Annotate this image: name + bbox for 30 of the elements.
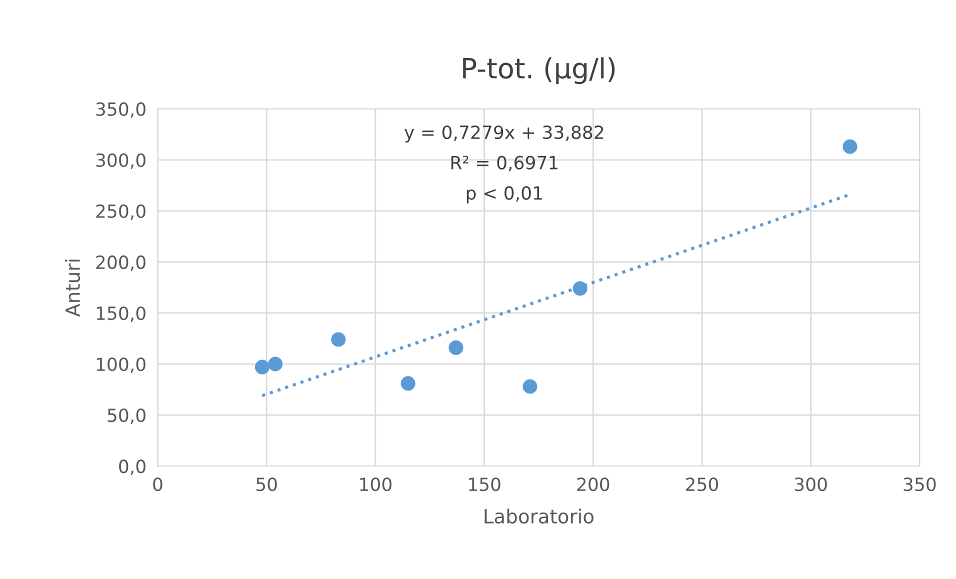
point	[448, 340, 464, 355]
y-tick-label: 300,0	[96, 153, 146, 169]
y-tick-label: 200,0	[96, 255, 146, 271]
annotation: y = 0,7279x + 33,882	[404, 125, 604, 143]
x-tick-label: 100	[360, 478, 392, 492]
point	[400, 376, 416, 391]
y-tick-label: 100,0	[96, 357, 146, 373]
x-tick-label: 150	[469, 478, 500, 492]
annotation: R² = 0,6971	[451, 156, 558, 172]
point	[572, 281, 588, 296]
x-tick-label: 0	[153, 478, 162, 492]
point	[842, 139, 858, 154]
y-axis-title: Anturi	[65, 260, 80, 317]
y-tick-label: 50,0	[108, 408, 146, 424]
y-tick-label: 350,0	[96, 102, 146, 118]
point	[331, 332, 346, 347]
x-axis-title: Laboratorio	[484, 508, 594, 524]
y-tick-label: 250,0	[96, 204, 146, 220]
x-tick-label: 250	[686, 478, 718, 492]
point	[522, 379, 538, 394]
annotation: p < 0,01	[466, 186, 542, 204]
x-tick-label: 350	[904, 478, 936, 492]
chart-title: P-tot. (µg/l)	[463, 57, 615, 84]
x-tick-label: 200	[577, 478, 610, 492]
x-tick-label: 50	[256, 478, 277, 492]
y-tick-label: 150,0	[96, 306, 146, 322]
x-tick-label: 300	[794, 478, 827, 492]
point	[254, 360, 270, 374]
y-tick-label: 0,0	[119, 460, 146, 476]
point	[268, 356, 283, 372]
